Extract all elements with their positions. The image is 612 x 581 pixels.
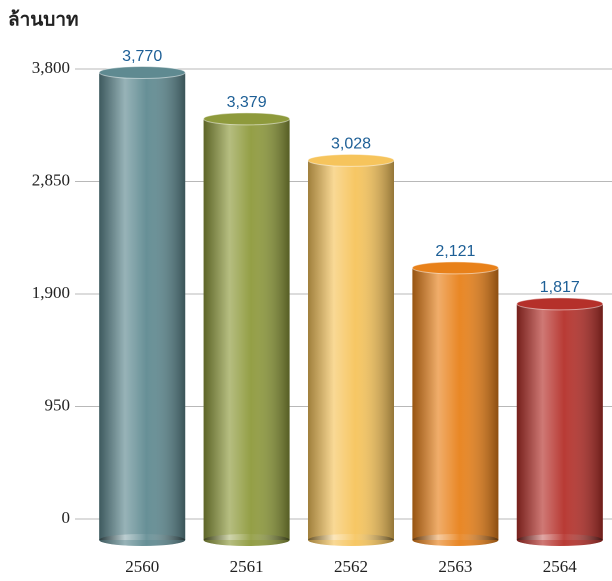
bar-top [307, 153, 395, 167]
y-tick-label: 3,800 [32, 58, 70, 77]
value-label: 3,028 [331, 136, 371, 153]
y-tick-label: 950 [45, 395, 71, 414]
x-tick-label: 2561 [230, 557, 264, 576]
value-label: 2,121 [435, 243, 475, 260]
y-tick-label: 0 [62, 508, 71, 527]
x-tick-label: 2564 [543, 557, 578, 576]
bar-base-shading [412, 534, 499, 546]
y-tick-label: 2,850 [32, 170, 70, 189]
chart-title: ล้านบาท [8, 9, 79, 31]
bar-base-shading [308, 534, 394, 546]
bar-shading [203, 118, 290, 541]
bar-top [203, 112, 291, 126]
x-tick-label: 2560 [125, 557, 159, 576]
bar-base-shading [99, 534, 186, 546]
value-label: 3,379 [227, 94, 267, 111]
bar-base-shading [516, 534, 603, 546]
x-tick-label: 2562 [334, 557, 368, 576]
bar-base-shading [203, 534, 290, 546]
x-tick-label: 2563 [438, 557, 472, 576]
bar-shading [99, 72, 186, 540]
bar-top [98, 66, 186, 80]
bar-top [411, 261, 499, 275]
y-tick-label: 1,900 [32, 283, 70, 302]
value-label: 3,770 [122, 48, 162, 65]
bar-shading [412, 267, 499, 540]
bar-shading [308, 160, 394, 540]
value-label: 1,817 [540, 279, 580, 296]
bar-shading [516, 303, 603, 540]
bar-top [516, 297, 604, 311]
